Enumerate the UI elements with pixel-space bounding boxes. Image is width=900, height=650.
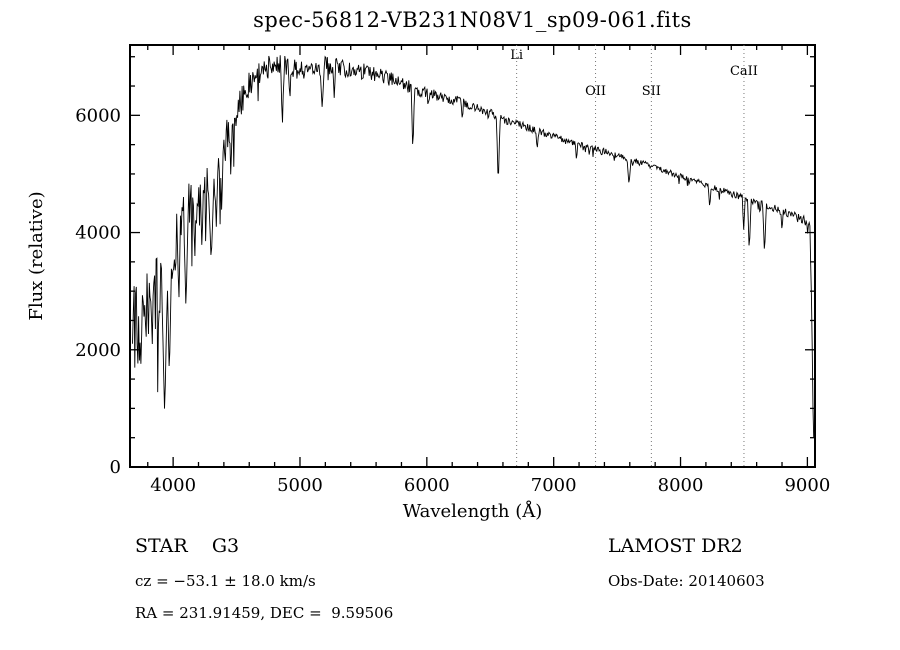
axis-frame: [129, 44, 816, 468]
radial-velocity-label: cz = −53.1 ± 18.0 km/s: [135, 572, 316, 590]
obs-date-label: Obs-Date: 20140603: [608, 572, 765, 590]
y-tick-label: 6000: [75, 105, 121, 126]
x-tick-label: 5000: [277, 475, 323, 496]
spectral-marker-label: Li: [510, 48, 523, 63]
object-class-label: STAR G3: [135, 535, 240, 557]
survey-release-label: LAMOST DR2: [608, 535, 743, 557]
spectral-marker-label: SII: [642, 84, 661, 99]
coordinates-label: RA = 231.91459, DEC = 9.59506: [135, 604, 394, 622]
spectral-marker-label: CaII: [730, 64, 758, 79]
y-tick-label: 4000: [75, 223, 121, 244]
x-tick-label: 8000: [658, 475, 704, 496]
y-tick-label: 2000: [75, 340, 121, 361]
x-tick-label: 4000: [150, 475, 196, 496]
x-tick-label: 6000: [404, 475, 450, 496]
y-tick-label: 0: [110, 457, 121, 478]
x-tick-label: 9000: [784, 475, 830, 496]
x-axis-label: Wavelength (Å): [402, 501, 543, 522]
spectrum-line: [132, 55, 815, 438]
spectral-marker-label: OII: [585, 84, 606, 99]
x-tick-label: 7000: [531, 475, 577, 496]
plot-title: spec-56812-VB231N08V1_sp09-061.fits: [253, 8, 692, 32]
y-axis-label: Flux (relative): [26, 191, 47, 321]
